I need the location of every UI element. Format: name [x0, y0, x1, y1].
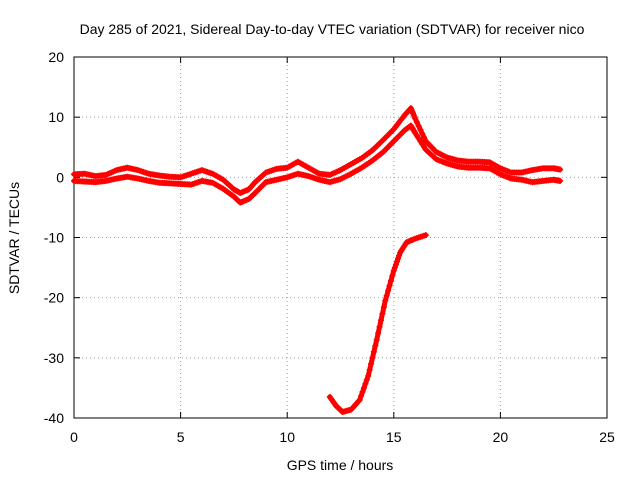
axis-ticks [73, 56, 608, 419]
y-tick-label: -20 [44, 290, 64, 306]
series-line [327, 232, 429, 415]
y-tick-label: -10 [44, 230, 64, 246]
y-tick-label: 20 [48, 49, 64, 65]
y-tick-label: -30 [44, 350, 64, 366]
series-main-band-lower [71, 122, 564, 206]
y-axis-tick-labels: -40 -30 -20 -10 0 10 20 [44, 49, 64, 426]
data-series [71, 105, 564, 415]
y-axis-label: SDTVAR / TECUs [6, 182, 22, 294]
x-tick-label: 0 [70, 429, 78, 445]
x-tick-label: 5 [177, 429, 185, 445]
x-tick-label: 10 [279, 429, 295, 445]
series-main-band-upper [71, 105, 564, 196]
x-axis-tick-labels: 0 5 10 15 20 25 [70, 429, 615, 445]
x-tick-label: 15 [386, 429, 402, 445]
y-tick-label: 10 [48, 109, 64, 125]
chart-title: Day 285 of 2021, Sidereal Day-to-day VTE… [80, 21, 585, 37]
series-dip-arc [326, 232, 429, 415]
x-axis-label: GPS time / hours [287, 457, 394, 473]
grid-lines [74, 57, 607, 418]
x-tick-label: 20 [493, 429, 509, 445]
plot-frame [73, 56, 608, 419]
y-tick-label: 0 [56, 169, 64, 185]
x-tick-label: 25 [599, 429, 615, 445]
y-tick-label: -40 [44, 410, 64, 426]
